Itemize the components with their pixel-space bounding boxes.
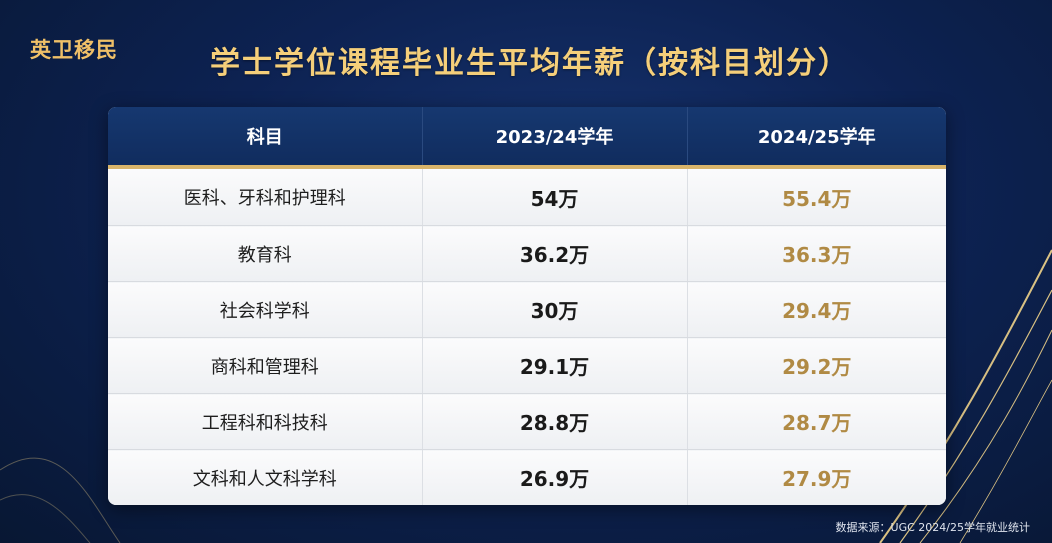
salary-table: 科目 2023/24学年 2024/25学年 医科、牙科和护理科 54万 55.… (108, 107, 946, 505)
table-row: 文科和人文科学科 26.9万 27.9万 (108, 449, 946, 505)
table-row: 商科和管理科 29.1万 29.2万 (108, 337, 946, 395)
table-row: 医科、牙科和护理科 54万 55.4万 (108, 167, 946, 227)
brand-logo-text: 英卫移民 (30, 38, 118, 62)
subject-cell: 社会科学科 (108, 281, 423, 339)
salary-table-container: 科目 2023/24学年 2024/25学年 医科、牙科和护理科 54万 55.… (108, 107, 946, 505)
salary-2023-24-cell: 54万 (422, 167, 688, 227)
table-row: 社会科学科 30万 29.4万 (108, 281, 946, 339)
table-row: 工程科和科技科 28.8万 28.7万 (108, 393, 946, 451)
table-header-row: 科目 2023/24学年 2024/25学年 (108, 107, 946, 169)
subject-cell: 工程科和科技科 (108, 393, 423, 451)
salary-2024-25-cell: 29.4万 (687, 281, 946, 339)
subject-cell: 教育科 (108, 225, 423, 283)
salary-2024-25-cell: 27.9万 (687, 449, 946, 505)
subject-cell: 商科和管理科 (108, 337, 423, 395)
data-source-note: 数据来源：UGC 2024/25学年就业统计 (835, 521, 1030, 534)
column-header-2024-25: 2024/25学年 (687, 107, 946, 169)
salary-2023-24-cell: 28.8万 (422, 393, 688, 451)
salary-2024-25-cell: 55.4万 (687, 167, 946, 227)
salary-2023-24-cell: 26.9万 (422, 449, 688, 505)
column-header-2023-24: 2023/24学年 (422, 107, 688, 169)
column-header-subject: 科目 (108, 107, 423, 169)
salary-2023-24-cell: 36.2万 (422, 225, 688, 283)
salary-2023-24-cell: 29.1万 (422, 337, 688, 395)
page-title: 学士学位课程毕业生平均年薪（按科目划分） (210, 46, 850, 81)
salary-2024-25-cell: 29.2万 (687, 337, 946, 395)
salary-2023-24-cell: 30万 (422, 281, 688, 339)
table-row: 教育科 36.2万 36.3万 (108, 225, 946, 283)
subject-cell: 文科和人文科学科 (108, 449, 423, 505)
subject-cell: 医科、牙科和护理科 (108, 167, 423, 227)
salary-2024-25-cell: 36.3万 (687, 225, 946, 283)
salary-2024-25-cell: 28.7万 (687, 393, 946, 451)
